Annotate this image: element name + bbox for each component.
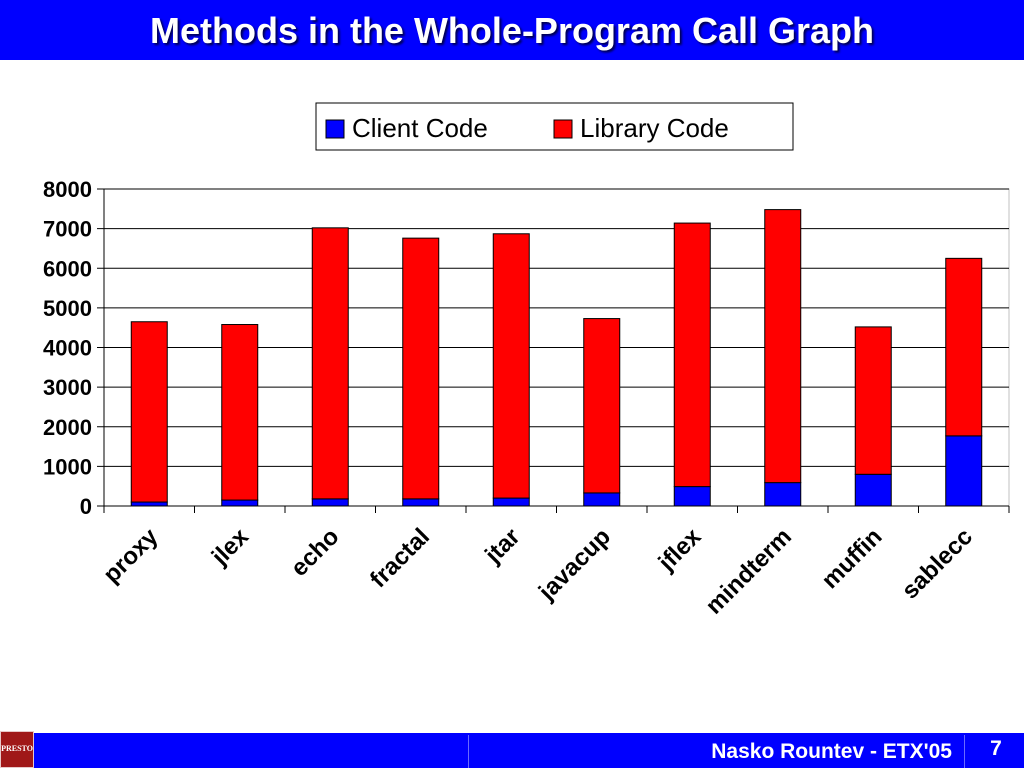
bar-client-code: [311, 498, 349, 507]
bar-library-code: [402, 237, 440, 500]
bar-library-code: [221, 324, 259, 501]
bar-client-code: [492, 497, 530, 507]
logo-text: PRESTO: [1, 744, 33, 753]
legend-label: Client Code: [352, 113, 488, 143]
stacked-bar-chart: 0 1000 2000 3000 4000 5000 6000 7000 8000 proxy jl…: [43, 102, 1010, 620]
x-category-label: muffin: [817, 523, 888, 594]
slide-title: Methods in the Whole-Program Call Graph: [149, 10, 875, 51]
bar-client-code: [402, 498, 440, 507]
x-category-label: echo: [286, 523, 345, 582]
presto-logo-icon: PRESTO: [0, 731, 34, 768]
x-category-label: sablecc: [897, 523, 978, 604]
bar-library-code: [945, 257, 983, 437]
footer-bar: [0, 733, 1024, 768]
x-category-label: jtar: [479, 523, 525, 569]
bar-client-code: [583, 492, 621, 507]
x-category-label: mindterm: [701, 523, 797, 619]
bar-client-code: [854, 473, 892, 507]
y-tick-label: 8000: [43, 177, 92, 202]
y-tick-label: 4000: [43, 336, 92, 361]
footer-author: Nasko Rountev - ETX'05: [711, 740, 952, 763]
y-tick-label: 7000: [43, 217, 92, 242]
footer-divider: [964, 735, 965, 768]
legend-swatch: [553, 119, 573, 139]
bar-library-code: [492, 233, 530, 499]
bar-library-code: [673, 222, 711, 488]
bar-library-code: [854, 326, 892, 475]
x-category-label: fractal: [365, 523, 435, 593]
bar-library-code: [130, 321, 168, 503]
bar-library-code: [764, 209, 802, 484]
legend-swatch: [325, 119, 345, 139]
footer-divider: [468, 735, 469, 768]
y-tick-label: 2000: [43, 415, 92, 440]
bar-client-code: [945, 435, 983, 507]
y-tick-label: 0: [80, 494, 92, 519]
page-number: 7: [990, 737, 1002, 760]
bar-client-code: [764, 482, 802, 507]
bar-client-code: [673, 486, 711, 507]
x-category-label: proxy: [98, 523, 164, 589]
x-category-label: jlex: [206, 523, 255, 572]
x-category-label: jflex: [653, 523, 707, 577]
y-tick-label: 3000: [43, 375, 92, 400]
bar-library-code: [311, 227, 349, 500]
legend-label: Library Code: [580, 113, 729, 143]
bar-client-code: [130, 501, 168, 507]
title-bar: [0, 0, 1024, 60]
y-tick-label: 6000: [43, 256, 92, 281]
bar-library-code: [583, 318, 621, 494]
y-tick-label: 1000: [43, 454, 92, 479]
y-tick-label: 5000: [43, 296, 92, 321]
x-category-label: javacup: [533, 523, 616, 606]
bar-client-code: [221, 499, 259, 507]
